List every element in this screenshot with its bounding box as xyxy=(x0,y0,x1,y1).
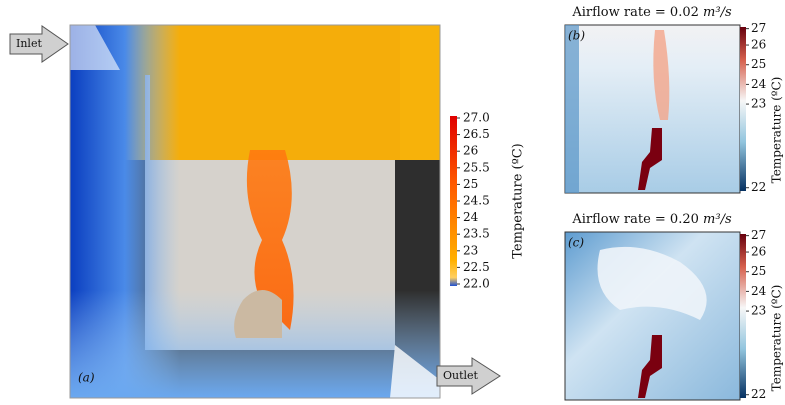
colorbar-tick-label: 22 xyxy=(751,387,766,401)
colorbar-tick-label: 26.5 xyxy=(463,127,490,141)
colorbar-tick-label: 25 xyxy=(751,264,766,278)
colorbar-tick-label: 24 xyxy=(751,77,767,91)
panel-title: Airflow rate = 0.02 m³/s xyxy=(571,5,732,20)
colorbar-tick-label: 27 xyxy=(751,21,766,35)
colorbar-tick-label: 23 xyxy=(463,243,478,257)
figure: (a) Inlet Outlet 27.0 26.5 26 25.5 25 24.5 24 2… xyxy=(0,0,785,405)
colorbar-tick-label: 26 xyxy=(751,245,766,259)
colorbar-tick-label: 25 xyxy=(463,177,478,191)
colorbar-tick-label: 22 xyxy=(751,180,766,194)
panel-c: Airflow rate = 0.20 m³/s (c) 27 26 25 24 23 2… xyxy=(565,212,784,402)
panel-b: Airflow rate = 0.02 m³/s (b) 27 26 25 24 23 2… xyxy=(565,5,784,195)
colorbar-tick-label: 25.5 xyxy=(463,160,490,174)
colorbar-tick-label: 24.5 xyxy=(463,194,490,208)
colorbar-tick-label: 26 xyxy=(463,144,478,158)
colorbar-tick-label: 24 xyxy=(463,210,479,224)
colorbar-label: Temperature (ºC) xyxy=(770,77,784,184)
title-text: Airflow rate = 0.02 xyxy=(571,5,699,20)
colorbar-tick-label: 22.0 xyxy=(463,277,490,291)
warm-overlay xyxy=(150,25,400,160)
panel-title: Airflow rate = 0.20 m³/s xyxy=(571,212,732,227)
colorbar-tick-label: 23 xyxy=(751,304,766,318)
colorbar-tick-label: 23 xyxy=(751,97,766,111)
field xyxy=(565,25,740,193)
colorbar-label: Temperature (ºC) xyxy=(770,285,784,392)
title-unit: m³/s xyxy=(703,212,732,227)
panel-a: (a) Inlet Outlet 27.0 26.5 26 25.5 25 24.5 24 2… xyxy=(10,25,526,398)
colorbar-tick-label: 26 xyxy=(751,38,766,52)
colorbar-tick-label: 27.0 xyxy=(463,111,490,125)
inlet-label: Inlet xyxy=(16,37,42,50)
title-text: Airflow rate = 0.20 xyxy=(571,212,699,227)
panel-tag: (a) xyxy=(78,371,95,385)
outlet-label: Outlet xyxy=(443,369,479,382)
inflow xyxy=(565,25,579,193)
colorbar-tick-label: 22.5 xyxy=(463,260,490,274)
colorbar-label: Temperature (ºC) xyxy=(511,143,526,259)
title-unit: m³/s xyxy=(703,5,732,20)
panel-tag: (c) xyxy=(568,236,584,250)
colorbar xyxy=(450,116,457,286)
colorbar xyxy=(740,27,746,191)
colorbar-tick-label: 23.5 xyxy=(463,227,490,241)
panel-tag: (b) xyxy=(568,29,585,43)
colorbar-tick-label: 27 xyxy=(751,228,766,242)
colorbar xyxy=(740,234,746,398)
colorbar-tick-label: 24 xyxy=(751,284,767,298)
colorbar-tick-label: 25 xyxy=(751,57,766,71)
